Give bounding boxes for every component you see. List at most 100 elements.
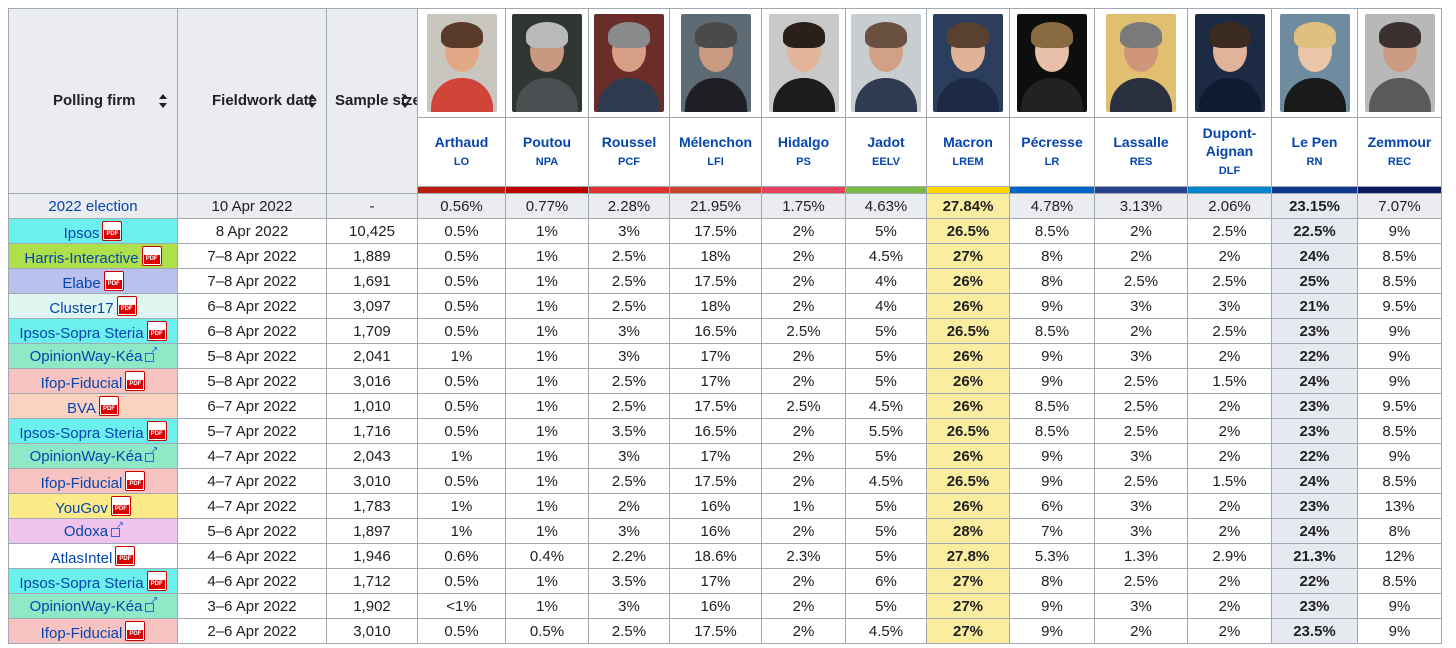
candidate-header: Pécresse LR — [1009, 117, 1095, 187]
candidate-party-link[interactable]: PCF — [618, 156, 640, 168]
candidate-name-link[interactable]: Hidalgo — [777, 134, 830, 150]
polling-firm-link[interactable]: BVA — [67, 399, 96, 417]
polling-firm-link[interactable]: Ipsos-Sopra Steria — [19, 574, 144, 592]
candidate-party-link[interactable]: LR — [1044, 156, 1060, 168]
candidate-name-link[interactable]: Macron — [943, 134, 993, 150]
sort-icon[interactable] — [308, 94, 316, 108]
polling-firm-header[interactable]: Polling firm — [8, 8, 178, 194]
candidate-party-link[interactable]: LFI — [707, 156, 724, 168]
photo-pecresse[interactable] — [1017, 14, 1087, 112]
photo-zemmour[interactable] — [1364, 14, 1435, 112]
pdf-icon[interactable] — [102, 220, 123, 241]
vote-share-cell: 3% — [588, 593, 670, 619]
candidate-name-link[interactable]: Mélenchon — [678, 134, 753, 150]
polling-firm-link[interactable]: Odoxa — [63, 522, 109, 540]
polling-firm-cell: Ipsos-Sopra Steria — [8, 418, 178, 444]
external-link-icon[interactable] — [145, 595, 158, 612]
photo-arthaud[interactable] — [426, 14, 497, 112]
candidate-party-link[interactable]: LREM — [952, 156, 984, 168]
pdf-icon[interactable] — [125, 470, 146, 491]
candidate-name-link[interactable]: Le Pen — [1291, 134, 1338, 150]
photo-poutou[interactable] — [512, 14, 582, 112]
photo-hidalgo[interactable] — [768, 14, 839, 112]
polling-firm-link[interactable]: Cluster17 — [49, 299, 114, 317]
candidate-photo-cell — [1357, 8, 1442, 118]
polling-firm-link[interactable]: Elabe — [62, 274, 101, 292]
candidate-party-link[interactable]: LO — [453, 156, 470, 168]
vote-share-cell: 26% — [926, 443, 1010, 469]
photo-roussel[interactable] — [594, 14, 664, 112]
pdf-icon[interactable] — [125, 620, 146, 641]
pdf-icon[interactable] — [116, 295, 137, 316]
polling-firm-link[interactable]: OpinionWay-Kéa — [29, 597, 143, 615]
polling-firm-link[interactable]: Ipsos-Sopra Steria — [19, 324, 144, 342]
vote-share-cell: 5% — [845, 368, 927, 394]
photo-dupont-aignan[interactable] — [1194, 14, 1265, 112]
external-link-icon[interactable] — [111, 520, 124, 537]
candidate-name-link[interactable]: Dupont-Aignan — [1202, 125, 1257, 159]
pdf-icon[interactable] — [98, 395, 119, 416]
photo-lassalle[interactable] — [1106, 14, 1176, 112]
pdf-icon[interactable] — [125, 370, 146, 391]
vote-share-cell: 23% — [1271, 493, 1358, 519]
candidate-party-link[interactable]: DLF — [1218, 165, 1241, 177]
candidate-party-link[interactable]: EELV — [872, 156, 900, 168]
polling-firm-link[interactable]: Harris-Interactive — [24, 249, 139, 267]
polling-firm-link[interactable]: YouGov — [55, 499, 108, 517]
candidate-party-link[interactable]: RN — [1306, 156, 1323, 168]
polling-firm-link[interactable]: Ipsos — [63, 224, 100, 242]
fieldwork-date-header[interactable]: Fieldwork date — [177, 8, 327, 194]
candidate-party-link[interactable]: NPA — [535, 156, 559, 168]
sort-icon[interactable] — [159, 94, 167, 108]
sample-size-cell: 3,097 — [326, 293, 418, 319]
candidate-name-link[interactable]: Arthaud — [434, 134, 489, 150]
election-link[interactable]: 2022 election — [48, 197, 138, 215]
pdf-icon[interactable] — [115, 545, 136, 566]
sample-size-header[interactable]: Sample size — [326, 8, 418, 194]
pdf-icon[interactable] — [110, 495, 131, 516]
polling-firm-link[interactable]: Ifop-Fiducial — [40, 474, 123, 492]
photo-jadot[interactable] — [851, 14, 921, 112]
vote-share-cell: 2.5% — [588, 468, 670, 494]
external-link-icon[interactable] — [145, 445, 158, 462]
candidate-name-link[interactable]: Zemmour — [1367, 134, 1432, 150]
photo-melenchon[interactable] — [680, 14, 751, 112]
candidate-party-link[interactable]: PS — [796, 156, 811, 168]
photo-le-pen[interactable] — [1279, 14, 1350, 112]
vote-share-cell: 26.5% — [926, 468, 1010, 494]
vote-share-cell: 27% — [926, 243, 1010, 269]
polling-firm-link[interactable]: Ipsos-Sopra Steria — [19, 424, 144, 442]
pdf-icon[interactable] — [146, 320, 167, 341]
photo-macron[interactable] — [933, 14, 1003, 112]
vote-share-cell: 17% — [669, 343, 762, 369]
polling-firm-link[interactable]: Ifop-Fiducial — [40, 624, 123, 642]
external-link-icon[interactable] — [145, 345, 158, 362]
candidate-name-link[interactable]: Pécresse — [1021, 134, 1083, 150]
poll-row: Odoxa5–6 Apr 20221,8971%1%3%16%2%5%28%7%… — [8, 518, 1442, 544]
candidate-party-link[interactable]: REC — [1387, 156, 1412, 168]
sort-icon[interactable] — [401, 94, 409, 108]
sample-size-cell: 1,783 — [326, 493, 418, 519]
candidate-name-link[interactable]: Lassalle — [1113, 134, 1169, 150]
vote-share-cell: 4.5% — [845, 393, 927, 419]
polling-firm-link[interactable]: OpinionWay-Kéa — [29, 347, 143, 365]
candidate-name-link[interactable]: Roussel — [601, 134, 657, 150]
pdf-icon[interactable] — [141, 245, 162, 266]
vote-share-cell: 8.5% — [1357, 243, 1442, 269]
pdf-icon[interactable] — [103, 270, 124, 291]
candidate-name-link[interactable]: Poutou — [522, 134, 572, 150]
candidate-name-link[interactable]: Jadot — [867, 134, 905, 150]
polling-firm-link[interactable]: OpinionWay-Kéa — [29, 447, 143, 465]
pdf-icon[interactable] — [146, 570, 167, 591]
polling-firm-cell: BVA — [8, 393, 178, 419]
vote-share-cell: 26.5% — [926, 318, 1010, 344]
vote-share-cell: 22.5% — [1271, 218, 1358, 244]
pdf-icon[interactable] — [146, 420, 167, 441]
vote-share-cell: 8.5% — [1357, 418, 1442, 444]
polling-firm-link[interactable]: Ifop-Fiducial — [40, 374, 123, 392]
fieldwork-date-cell: 7–8 Apr 2022 — [177, 243, 327, 269]
vote-share-cell: 9% — [1357, 593, 1442, 619]
candidate-party-link[interactable]: RES — [1129, 156, 1153, 168]
vote-share-cell: 8.5% — [1009, 418, 1095, 444]
polling-firm-link[interactable]: AtlasIntel — [50, 549, 113, 567]
